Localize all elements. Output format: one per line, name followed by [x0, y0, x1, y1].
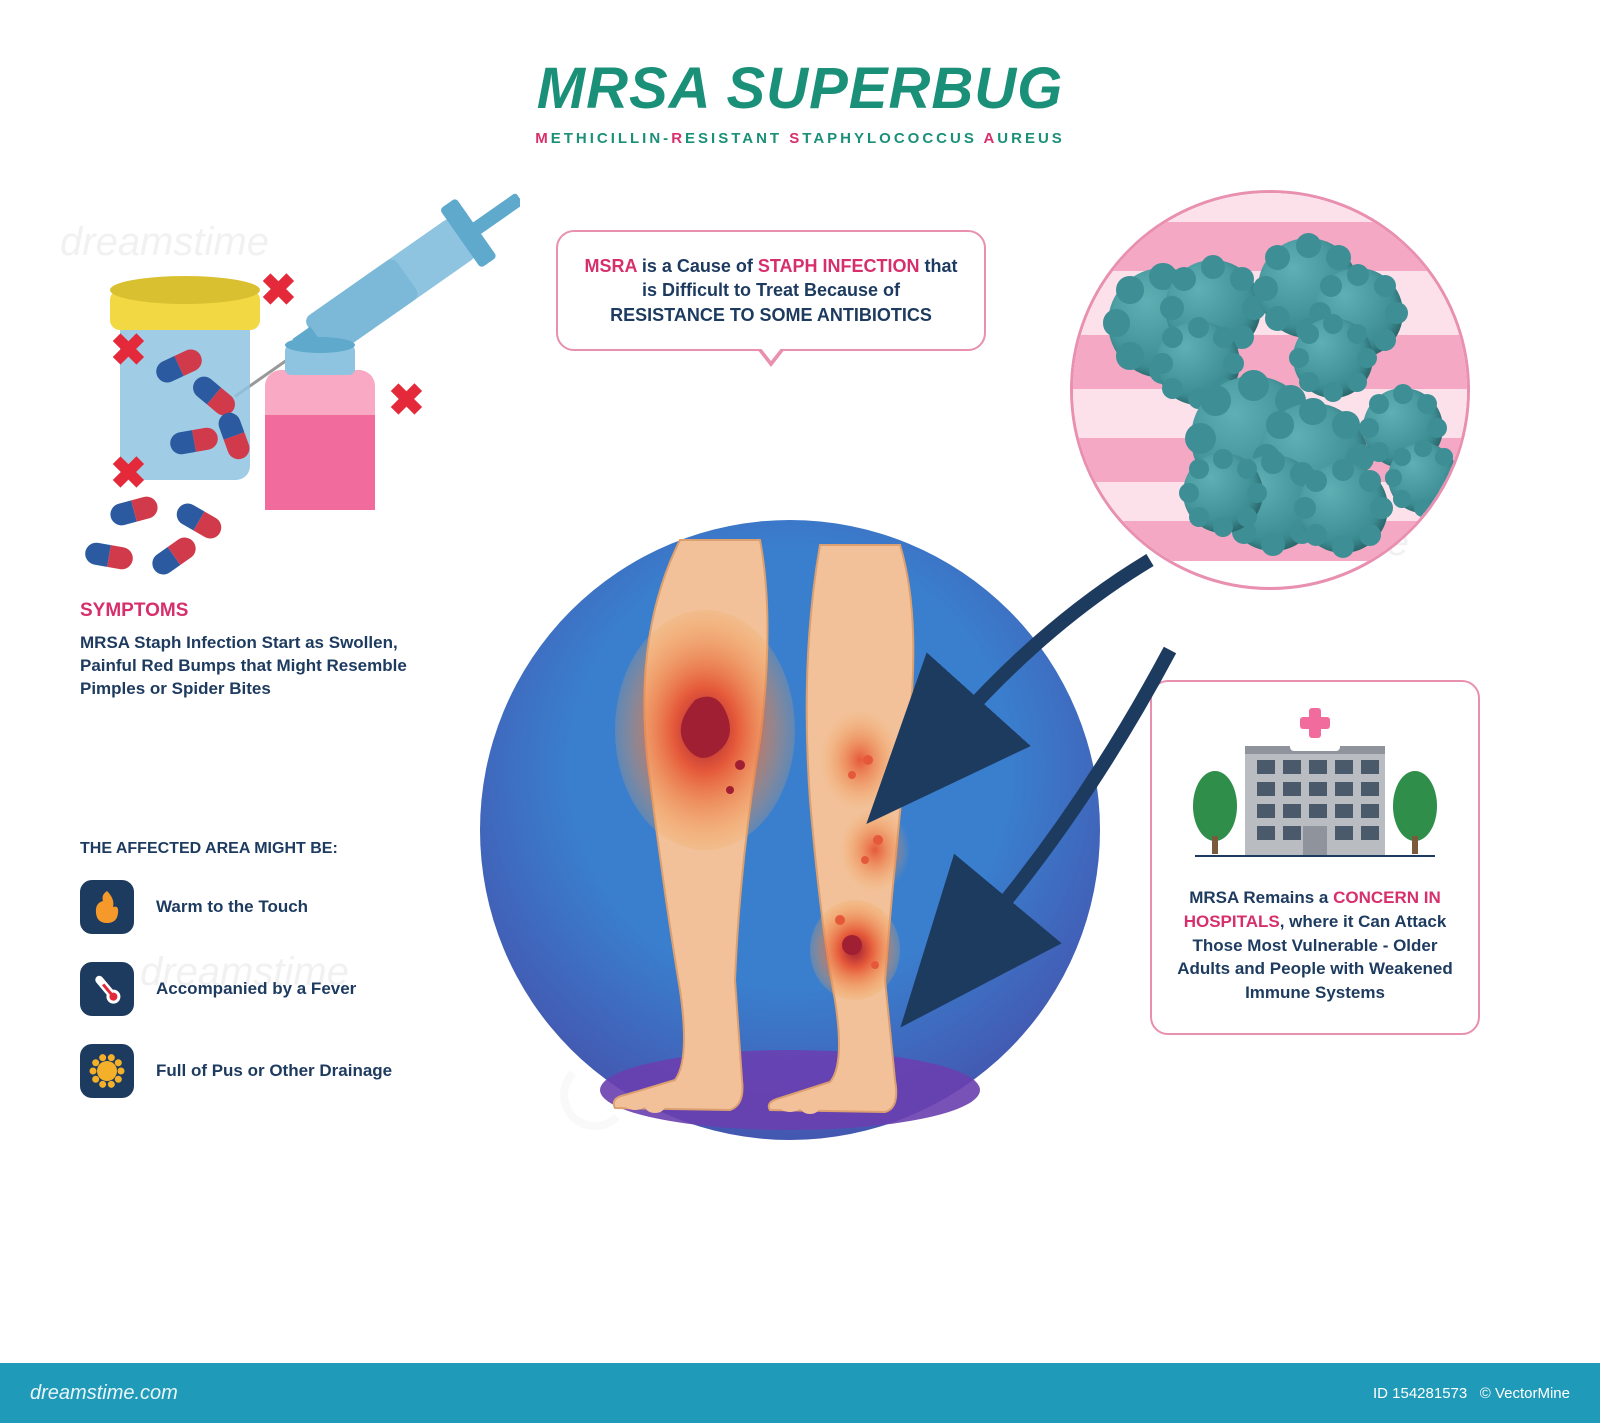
affected-item: Accompanied by a Fever — [80, 962, 460, 1016]
bacteria-microscope-circle — [1070, 190, 1470, 590]
footer-site: dreamstime.com — [30, 1382, 178, 1405]
infographic-canvas: dreamstime dreamstime dreamstime MRSA SU… — [0, 0, 1600, 1423]
cross-out-icon: ✖ — [260, 265, 297, 316]
affected-area-heading: THE AFFECTED AREA MIGHT BE: — [80, 840, 460, 858]
affected-item: Warm to the Touch — [80, 880, 460, 934]
medication-resistant-illustration: ✖ ✖ ✖ ✖ — [60, 150, 520, 530]
footer-credits: ID 154281573 © VectorMine — [1373, 1385, 1570, 1402]
hospital-building-icon — [1185, 706, 1445, 866]
cross-out-icon: ✖ — [110, 325, 147, 376]
affected-item-label: Full of Pus or Other Drainage — [156, 1061, 392, 1081]
main-title: MRSA SUPERBUG — [0, 55, 1600, 122]
symptoms-heading: SYMPTOMS — [80, 600, 440, 622]
cross-out-icon: ✖ — [110, 448, 147, 499]
symptoms-description: MRSA Staph Infection Start as Swollen, P… — [80, 632, 440, 701]
symptoms-section: SYMPTOMS MRSA Staph Infection Start as S… — [80, 600, 440, 701]
flame-icon — [80, 880, 134, 934]
thermometer-icon — [80, 962, 134, 1016]
affected-item-label: Accompanied by a Fever — [156, 979, 356, 999]
cross-out-icon: ✖ — [388, 375, 425, 426]
infected-legs-illustration — [480, 520, 1100, 1140]
definition-text: MSRA is a Cause of STAPH INFECTION that … — [584, 256, 957, 325]
affected-area-section: THE AFFECTED AREA MIGHT BE: Warm to the … — [80, 840, 460, 1126]
footer-attribution-bar: dreamstime.com ID 154281573 © VectorMine — [0, 1363, 1600, 1423]
definition-callout: MSRA is a Cause of STAPH INFECTION that … — [556, 230, 986, 351]
subtitle-acronym: METHICILLIN-RESISTANT STAPHYLOCOCCUS AUR… — [0, 130, 1600, 147]
affected-item: Full of Pus or Other Drainage — [80, 1044, 460, 1098]
splat-icon — [80, 1044, 134, 1098]
affected-item-label: Warm to the Touch — [156, 897, 308, 917]
hospital-concern-callout: MRSA Remains a CONCERN IN HOSPITALS, whe… — [1150, 680, 1480, 1035]
hospital-concern-text: MRSA Remains a CONCERN IN HOSPITALS, whe… — [1172, 886, 1458, 1005]
